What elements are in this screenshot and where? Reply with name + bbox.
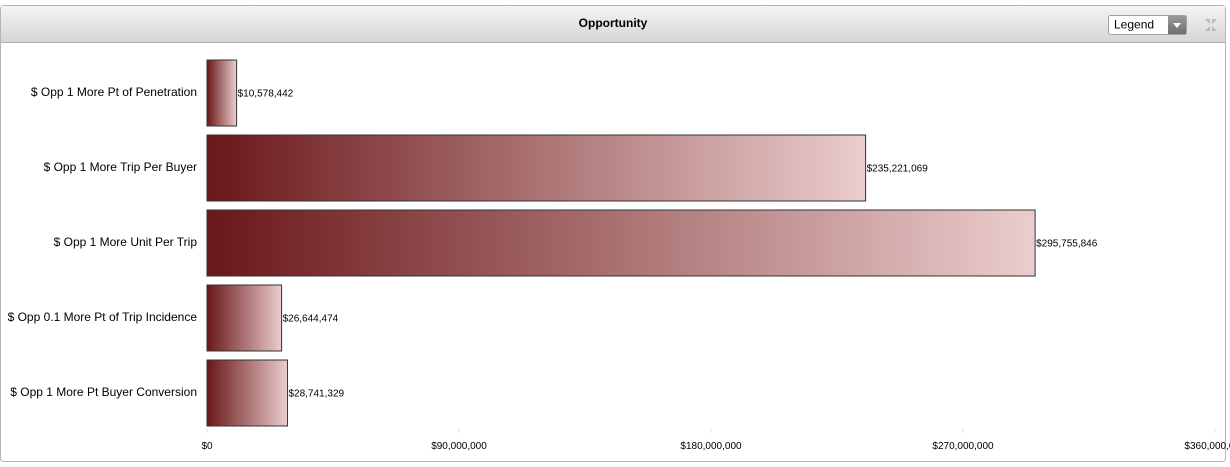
dropdown-box[interactable]: [1108, 15, 1187, 35]
x-tick-label: $90,000,000: [431, 441, 487, 452]
icon-shape[interactable]: [1205, 19, 1217, 31]
bar: [206, 59, 238, 127]
y-tick-label: $ Opp 1 More Trip Per Buyer: [44, 160, 197, 174]
value-label: $26,644,474: [283, 314, 339, 325]
legend-dropdown[interactable]: Legend: [1108, 15, 1187, 35]
x-tick-label: $270,000,000: [932, 441, 994, 452]
value-label: $235,221,069: [867, 164, 929, 175]
dropdown-label[interactable]: Legend: [1114, 18, 1154, 32]
value-label: $10,578,442: [238, 89, 294, 100]
x-tick-label: $360,000,000: [1184, 441, 1230, 452]
y-tick-label: $ Opp 1 More Pt Buyer Conversion: [10, 385, 197, 399]
x-tick-label: $180,000,000: [680, 441, 742, 452]
panel-header: [1, 6, 1225, 42]
plot: $0 $90,000,000 $180,000,000 $270,000,000 $36…: [8, 59, 1230, 452]
chart-title: Opportunity: [579, 16, 648, 30]
value-label: $295,755,846: [1036, 239, 1098, 250]
bar: [206, 284, 283, 352]
y-tick-label: $ Opp 0.1 More Pt of Trip Incidence: [8, 310, 198, 324]
bar: [206, 134, 867, 202]
bar: [206, 359, 288, 427]
value-label: $28,741,329: [288, 389, 344, 400]
x-tick-label: $0: [201, 441, 213, 452]
y-tick-label: $ Opp 1 More Unit Per Trip: [54, 235, 198, 249]
bar: [206, 209, 1036, 277]
dropdown-arrow: [1173, 23, 1181, 28]
maximize-icon[interactable]: [1205, 19, 1217, 31]
y-tick-label: $ Opp 1 More Pt of Penetration: [31, 85, 197, 99]
